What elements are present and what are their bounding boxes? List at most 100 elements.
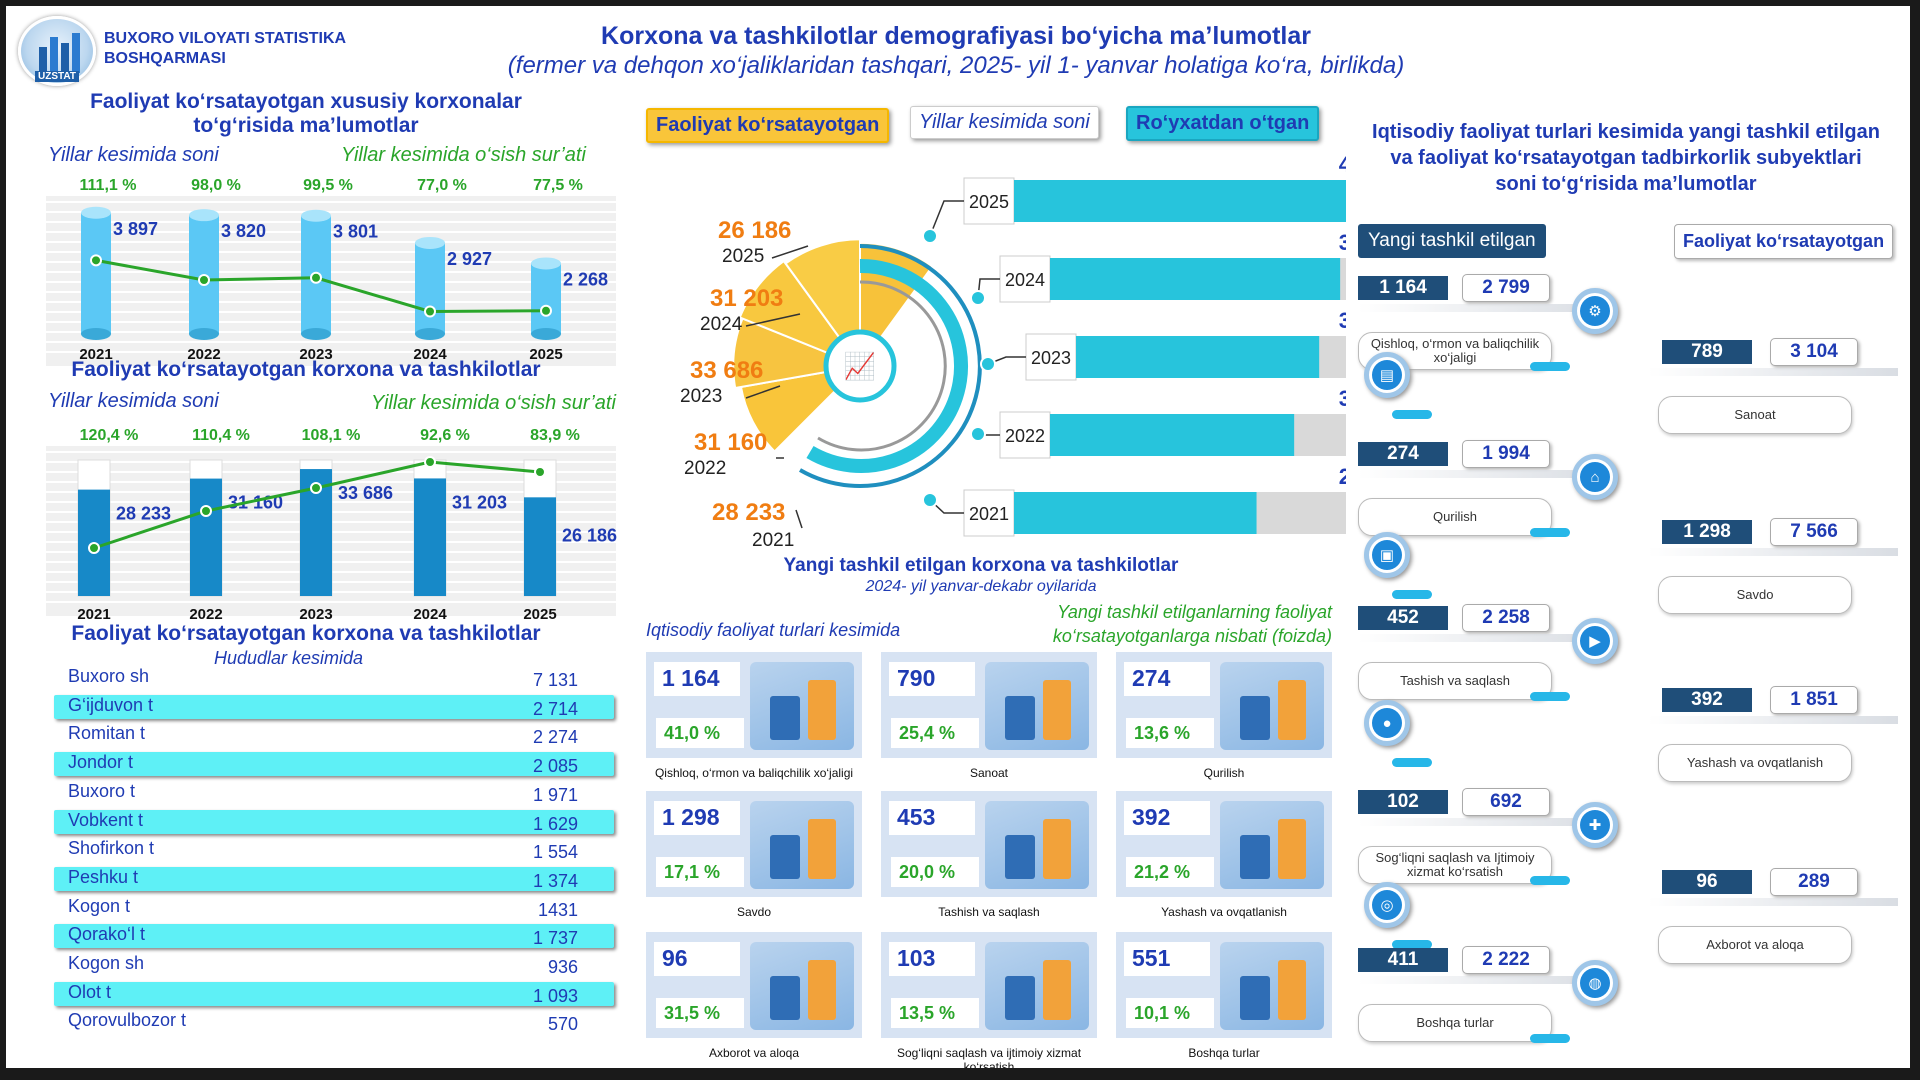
food-illustration <box>1220 801 1324 889</box>
region-value: 7 131 <box>532 670 578 690</box>
logo: UZSTAT <box>18 16 96 86</box>
row-divider <box>1358 304 1608 312</box>
card-caption: Tashish va saqlash <box>938 905 1040 919</box>
region-name: Peshku t <box>68 866 139 887</box>
page-title: Korxona va tashkilotlar demografiyasi bo… <box>601 22 1311 50</box>
plate-icon: ● <box>1372 708 1402 738</box>
region-value: 1 737 <box>532 928 578 949</box>
antenna-icon: ◎ <box>1372 890 1402 920</box>
activity-cards: 1 164 41,0 % Qishloq, o‘rmon va baliqchili… <box>646 646 1346 1068</box>
private-chart-title-2: to‘g‘risida ma’lumotlar <box>193 114 419 137</box>
region-value: 936 <box>547 957 578 977</box>
region-name: Buxoro t <box>68 780 136 801</box>
activity-circle: ● <box>1364 700 1410 746</box>
activity-label: Axborot va aloqa <box>1658 926 1852 964</box>
private-growth-label: 99,5 % <box>303 177 353 194</box>
ring-outer <box>799 244 982 488</box>
private-bar-top <box>415 236 445 249</box>
private-year-label: 2024 <box>413 346 447 363</box>
other-illustration <box>1220 942 1324 1030</box>
active-fan-segment <box>739 364 863 453</box>
region-name: Qorovulbozor t <box>68 1010 187 1031</box>
fan-connector <box>745 313 801 327</box>
fan-connector <box>745 385 781 399</box>
private-bar <box>81 212 111 334</box>
activity-circle: ✚ <box>1572 802 1618 848</box>
card-caption: Axborot va aloqa <box>708 1046 800 1060</box>
card-percent: 21,2 % <box>1126 857 1214 887</box>
new-count: 274 <box>1358 442 1448 466</box>
connector-dot <box>922 492 938 508</box>
card-percent: 31,5 % <box>656 998 744 1028</box>
activity-label: Sanoat <box>1658 396 1852 434</box>
agriculture-illustration <box>750 662 854 750</box>
private-value-label: 2 927 <box>447 249 492 269</box>
active-fan-segment <box>738 259 863 369</box>
activity-card: 1 164 41,0 % <box>646 652 862 758</box>
illustration-shape <box>808 819 836 879</box>
card-percent: 13,5 % <box>891 998 979 1028</box>
card-number: 1 164 <box>654 662 740 696</box>
illustration-shape <box>1043 680 1071 740</box>
active-count: 289 <box>1770 868 1858 896</box>
illustration-shape <box>1240 696 1270 740</box>
new-count: 102 <box>1358 790 1448 814</box>
card-number: 790 <box>889 662 975 696</box>
region-value: 1 971 <box>532 784 578 805</box>
activity-label: Boshqa turlar <box>1358 1004 1552 1042</box>
active-year-label: 2021 <box>77 606 110 623</box>
card-number: 96 <box>654 942 740 976</box>
connector-pill <box>1392 940 1432 949</box>
active-growth-point <box>424 456 436 468</box>
new-count: 392 <box>1662 688 1752 712</box>
card-percent: 20,0 % <box>891 857 979 887</box>
connector-pill <box>1530 1034 1570 1043</box>
activity-label: Qishloq, o‘rmon va baliqchilik xo‘jaligi <box>1358 332 1552 370</box>
card-caption: Sanoat <box>969 766 1009 780</box>
registered-value-label: 41 332 <box>1339 152 1346 177</box>
org-name-line1: BUXORO VILOYATI STATISTIKA <box>104 30 347 47</box>
right-title-2: va faoliyat ko‘rsatayotgan tadbirkorlik … <box>1390 147 1862 169</box>
bar-year-label: 2024 <box>1005 270 1045 290</box>
active-count: 7 566 <box>1770 518 1858 546</box>
regions-subtitle: Hududlar kesimida <box>214 648 364 668</box>
activity-label: Yashash va ovqatlanish <box>1658 744 1852 782</box>
registered-value-label: 39 403 <box>1339 230 1346 255</box>
legend-registered-tab: Ro‘yxatdan o‘tgan <box>1126 106 1320 141</box>
private-growth-label: Yillar kesimida o‘sish sur’ati <box>341 144 586 166</box>
region-row: Kogon t 1431 <box>54 894 614 920</box>
page-subtitle: (fermer va dehqon xo‘jaliklaridan tashqa… <box>507 52 1405 79</box>
region-row: Buxoro sh 7 131 <box>54 664 614 690</box>
crane-icon: ⌂ <box>1580 462 1610 492</box>
private-growth-label: 98,0 % <box>191 177 241 194</box>
private-bar <box>415 242 445 334</box>
region-name: Shofirkon t <box>68 838 155 859</box>
ring-inner <box>817 280 947 452</box>
activity-card: 392 21,2 % <box>1116 791 1332 897</box>
globe-icon: ◍ <box>1580 968 1610 998</box>
active-growth-point <box>88 542 100 554</box>
private-growth-label: 111,1 % <box>80 177 137 194</box>
active-label-badge: Faoliyat ko‘rsatayotgan <box>1674 224 1894 259</box>
activity-circle: ▤ <box>1364 352 1410 398</box>
connector-pill <box>1530 528 1570 537</box>
active-growth-point <box>200 505 212 517</box>
activity-circle: ▣ <box>1364 532 1410 578</box>
region-value: 1 554 <box>532 842 578 863</box>
illustration-shape <box>808 680 836 740</box>
private-bar-top <box>531 257 561 270</box>
activity-row: 1 164 2 799 ⚙ Qishloq, o‘rmon va baliqchili… <box>1346 274 1906 406</box>
active-value-label: 26 186 <box>562 525 617 545</box>
right-title-3: soni to‘g‘risida ma’lumotlar <box>1495 173 1757 195</box>
region-row: Qorako‘l t 1 737 <box>54 922 614 949</box>
fan-connector <box>771 245 809 259</box>
private-chart-title-1: Faoliyat ko‘rsatayotgan xususiy korxonal… <box>90 90 522 113</box>
private-growth-point <box>90 254 102 267</box>
activity-row: 392 1 851 ● Yashash va ovqatlanish <box>1346 686 1906 818</box>
activity-card: 790 25,4 % <box>881 652 1097 758</box>
activity-circle: ◍ <box>1572 960 1618 1006</box>
connector-dot <box>970 290 986 306</box>
private-year-label: 2022 <box>187 346 220 363</box>
private-value-label: 2 268 <box>563 269 608 289</box>
health-illustration <box>985 942 1089 1030</box>
